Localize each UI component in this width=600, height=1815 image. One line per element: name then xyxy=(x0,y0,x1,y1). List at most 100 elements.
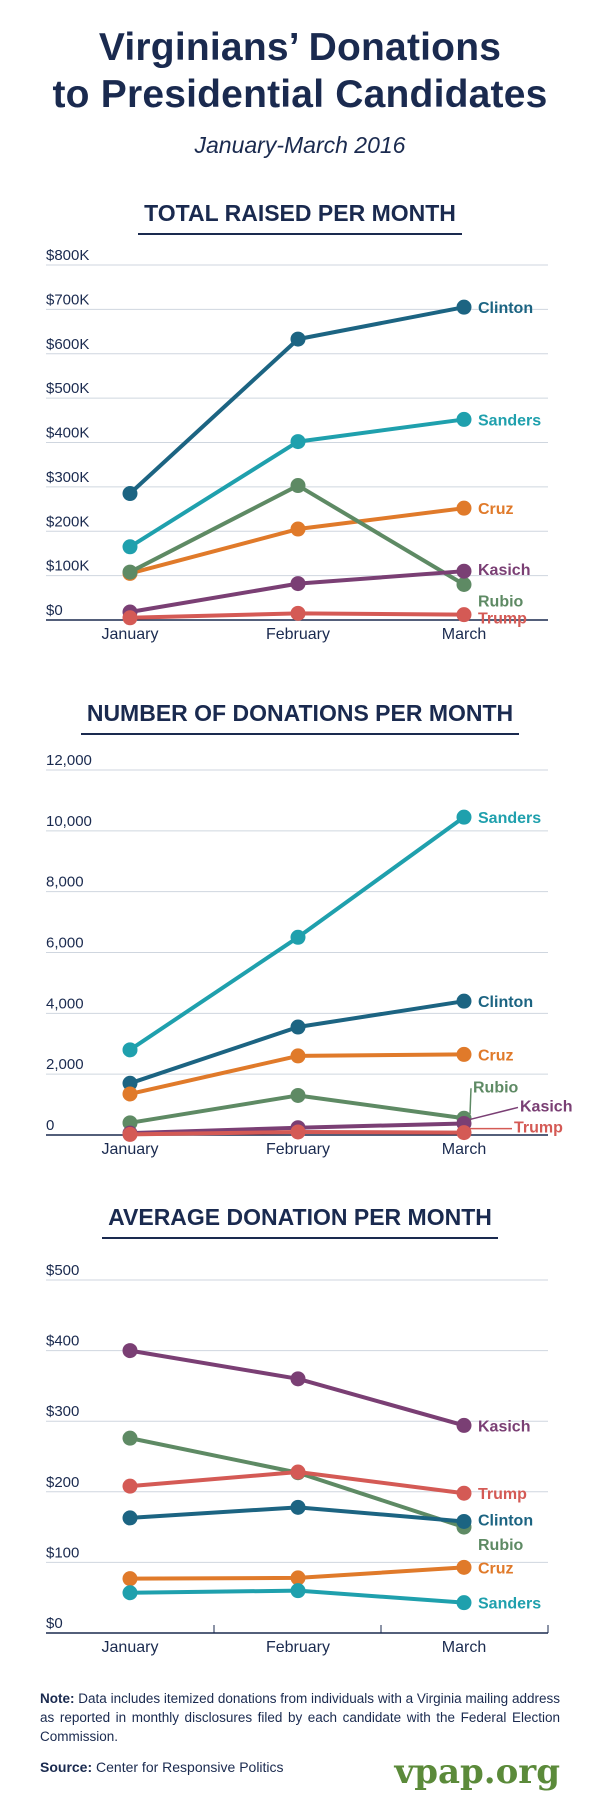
x-tick-label-january: January xyxy=(102,1141,159,1158)
data-point-trump-february[interactable] xyxy=(290,605,306,621)
data-point-rubio-january[interactable] xyxy=(122,1430,138,1446)
data-point-cruz-march[interactable] xyxy=(456,1046,472,1062)
data-point-cruz-january[interactable] xyxy=(122,1086,138,1102)
data-point-sanders-february[interactable] xyxy=(290,434,306,450)
data-point-kasich-march[interactable] xyxy=(456,1417,472,1433)
data-point-sanders-march[interactable] xyxy=(456,1595,472,1611)
data-point-clinton-march[interactable] xyxy=(456,299,472,315)
series-label-trump: Trump xyxy=(478,1486,527,1503)
series-label-kasich: Kasich xyxy=(478,562,530,579)
series-line-kasich xyxy=(128,1348,466,1428)
data-point-trump-january[interactable] xyxy=(122,1478,138,1494)
series-label-trump: Trump xyxy=(514,1120,563,1137)
data-point-cruz-february[interactable] xyxy=(290,1570,306,1586)
data-point-trump-february[interactable] xyxy=(290,1464,306,1480)
data-point-trump-march[interactable] xyxy=(456,1125,472,1141)
y-tick-label-0: $0 xyxy=(46,602,63,619)
y-tick-label-500k: $500K xyxy=(46,380,89,397)
y-tick-label-8-000: 8,000 xyxy=(46,874,84,891)
y-tick-label-2-000: 2,000 xyxy=(46,1056,84,1073)
page-title-line-1: Virginians’ Donations xyxy=(98,26,502,69)
leader-line-kasich xyxy=(469,1106,519,1121)
x-tick-label-march: March xyxy=(442,1639,486,1656)
data-point-clinton-january[interactable] xyxy=(122,486,138,502)
chart-total-raised: $0 $100K $200K $300K $400K $500K $600K $700K $80… xyxy=(46,247,548,643)
data-point-rubio-march[interactable] xyxy=(456,577,472,592)
data-point-rubio-february[interactable] xyxy=(290,478,306,494)
source-line: Source: Center for Responsive Politics xyxy=(40,1759,284,1775)
data-point-rubio-january[interactable] xyxy=(122,1115,138,1131)
data-point-trump-february[interactable] xyxy=(290,1124,306,1140)
data-point-clinton-january[interactable] xyxy=(122,1075,138,1091)
y-tick-label-6-000: 6,000 xyxy=(46,935,84,952)
data-point-clinton-march[interactable] xyxy=(456,1513,472,1529)
x-tick-label-march: March xyxy=(442,1141,486,1158)
y-tick-label-200k: $200K xyxy=(46,513,89,530)
data-point-sanders-february[interactable] xyxy=(290,1583,306,1599)
chart-title-text: AVERAGE DONATION PER MONTH xyxy=(102,1204,498,1239)
data-point-sanders-march[interactable] xyxy=(456,411,472,427)
leader-line-rubio xyxy=(469,1088,472,1115)
series-label-cruz: Cruz xyxy=(478,501,514,518)
y-tick-label-0: $0 xyxy=(46,1615,63,1632)
data-point-cruz-january[interactable] xyxy=(122,1571,138,1587)
series-label-rubio: Rubio xyxy=(478,594,524,611)
data-point-trump-january[interactable] xyxy=(122,610,138,626)
series-line-cruz xyxy=(128,506,466,576)
y-tick-label-0: 0 xyxy=(46,1117,54,1134)
series-label-sanders: Sanders xyxy=(478,1596,541,1613)
data-point-kasich-january[interactable] xyxy=(122,1343,138,1359)
y-tick-label-600k: $600K xyxy=(46,336,89,353)
chart-title-average-donation: AVERAGE DONATION PER MONTH xyxy=(0,1204,600,1239)
chart-average-donation: $0 $100 $200 $300 $400 $500 January February Mar… xyxy=(46,1262,549,1656)
y-tick-label-200: $200 xyxy=(46,1474,79,1491)
x-tick-label-february: February xyxy=(266,1141,330,1158)
data-point-trump-january[interactable] xyxy=(122,1126,138,1142)
data-point-trump-march[interactable] xyxy=(456,1485,472,1501)
y-tick-label-500: $500 xyxy=(46,1262,79,1279)
data-point-sanders-january[interactable] xyxy=(122,1585,138,1601)
page-title-line-2: to Presidential Candidates xyxy=(52,73,548,116)
data-point-rubio-january[interactable] xyxy=(122,564,138,580)
data-point-kasich-march[interactable] xyxy=(456,563,472,579)
data-point-cruz-february[interactable] xyxy=(290,1048,306,1064)
data-point-sanders-january[interactable] xyxy=(122,1042,138,1058)
data-point-clinton-february[interactable] xyxy=(290,331,306,347)
data-point-sanders-february[interactable] xyxy=(290,929,306,945)
y-tick-label-700k: $700K xyxy=(46,291,89,308)
series-label-trump: Trump xyxy=(478,611,527,628)
series-label-kasich: Kasich xyxy=(520,1098,572,1115)
data-point-cruz-february[interactable] xyxy=(290,521,306,537)
data-point-kasich-february[interactable] xyxy=(290,1371,306,1387)
data-point-trump-march[interactable] xyxy=(456,607,472,623)
data-point-clinton-january[interactable] xyxy=(122,1510,138,1526)
y-tick-label-4-000: 4,000 xyxy=(46,995,84,1012)
y-tick-label-300: $300 xyxy=(46,1403,79,1420)
data-point-rubio-february[interactable] xyxy=(290,1087,306,1103)
series-label-kasich: Kasich xyxy=(478,1418,530,1435)
y-tick-label-10-000: 10,000 xyxy=(46,813,92,830)
data-point-kasich-february[interactable] xyxy=(290,576,306,592)
x-tick-label-february: February xyxy=(266,1639,330,1656)
data-point-sanders-january[interactable] xyxy=(122,539,138,555)
note-label: Note: xyxy=(40,1691,75,1706)
data-point-clinton-february[interactable] xyxy=(290,1499,306,1515)
y-tick-label-100: $100 xyxy=(46,1544,79,1561)
data-point-clinton-february[interactable] xyxy=(290,1019,306,1035)
chart-title-number-donations: NUMBER OF DONATIONS PER MONTH xyxy=(0,700,600,735)
data-point-cruz-march[interactable] xyxy=(456,1559,472,1575)
data-point-clinton-march[interactable] xyxy=(456,993,472,1009)
x-tick-label-january: January xyxy=(102,1639,159,1656)
series-label-clinton: Clinton xyxy=(478,300,533,317)
y-tick-label-300k: $300K xyxy=(46,469,89,486)
x-tick-label-january: January xyxy=(102,626,159,643)
data-point-sanders-march[interactable] xyxy=(456,809,472,825)
series-label-sanders: Sanders xyxy=(478,412,541,429)
brand-logo[interactable]: vpap.org xyxy=(394,1752,560,1792)
source-text: Center for Responsive Politics xyxy=(96,1759,284,1775)
x-tick-label-march: March xyxy=(442,626,486,643)
y-tick-label-400: $400 xyxy=(46,1333,79,1350)
chart-title-text: NUMBER OF DONATIONS PER MONTH xyxy=(80,700,520,735)
y-tick-label-400k: $400K xyxy=(46,425,89,442)
data-point-cruz-march[interactable] xyxy=(456,500,472,516)
